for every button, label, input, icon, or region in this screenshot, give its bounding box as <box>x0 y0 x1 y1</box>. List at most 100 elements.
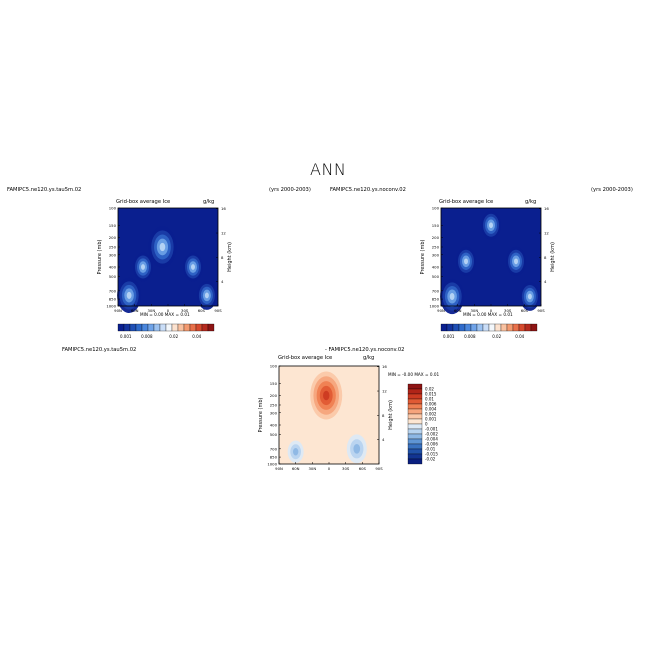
colorbar-swatch <box>446 323 454 332</box>
colorbar-label: 0.001 <box>443 334 455 339</box>
colorbar-label: 0.002 <box>425 411 437 416</box>
colorbar-swatch <box>407 458 423 465</box>
y2-axis-label: Height (km) <box>227 242 233 272</box>
colorbar-label: 0.015 <box>425 391 437 396</box>
colorbar-swatch <box>407 383 423 390</box>
y2-tick-label: 12 <box>544 231 549 236</box>
colorbar-swatch <box>476 323 484 332</box>
right-min-max: MIN = 0.00 MAX = 0.01 <box>463 312 513 317</box>
colorbar-label: 0.04 <box>515 334 524 339</box>
colorbar-swatch <box>159 323 167 332</box>
left-min-max: MIN = 0.00 MAX = 0.01 <box>140 312 190 317</box>
x-tick-label: 90S <box>537 308 545 313</box>
colorbar-label: 0.004 <box>425 406 437 411</box>
y2-tick-label: 16 <box>221 206 226 211</box>
colorbar-label: -0.02 <box>425 456 436 461</box>
x-tick-label: 60N <box>131 308 139 313</box>
contour-feature-2-level-4 <box>514 258 518 265</box>
y-axis-label: Pressure (mb) <box>97 240 103 275</box>
y-tick-label: 500 <box>432 274 440 279</box>
y2-tick-label: 12 <box>382 389 387 394</box>
colorbar-swatch <box>407 413 423 420</box>
colorbar-swatch <box>189 323 197 332</box>
contour-feature-1-level-2 <box>293 448 299 456</box>
colorbar-swatch <box>165 323 173 332</box>
colorbar-swatch <box>117 323 125 332</box>
x-tick-label: 30N <box>147 308 155 313</box>
y-tick-label: 200 <box>432 235 440 240</box>
colorbar-swatch <box>512 323 520 332</box>
colorbar-label: 0.01 <box>425 396 434 401</box>
y-tick-label: 150 <box>109 223 117 228</box>
colorbar-swatch <box>183 323 191 332</box>
colorbar-swatch <box>135 323 143 332</box>
y-tick-label: 850 <box>432 297 440 302</box>
colorbar-label: 0.02 <box>425 386 434 391</box>
contour-feature-0-level-4 <box>159 242 166 252</box>
x-tick-label: 90N <box>437 308 445 313</box>
colorbar-swatch <box>407 443 423 450</box>
y-tick-label: 150 <box>432 223 440 228</box>
x-tick-label: 30N <box>470 308 478 313</box>
colorbar-swatch <box>407 448 423 455</box>
y-tick-label: 400 <box>270 423 278 428</box>
contour-feature-0-level-4 <box>323 390 330 401</box>
contour-feature-3-level-4 <box>449 292 455 301</box>
x-tick-label: 30N <box>308 466 316 471</box>
left-contour-plot: 100 150 200 250 300 400 500 700 850 1000 16 12 8 4 90N… <box>97 206 233 314</box>
y2-tick-label: 8 <box>382 413 385 418</box>
y-tick-label: 1000 <box>429 304 439 309</box>
x-tick-label: 90S <box>214 308 222 313</box>
right-plot-title: Grid-box average Ice <box>439 199 494 205</box>
diff-units: g/kg <box>363 355 375 361</box>
colorbar-swatch <box>407 408 423 415</box>
diff-plot-title: Grid-box average Ice <box>278 355 333 361</box>
right-years: (yrs 2000-2003) <box>591 187 633 193</box>
colorbar-swatch <box>407 393 423 400</box>
y-tick-label: 400 <box>432 265 440 270</box>
colorbar-label: 0.02 <box>492 334 501 339</box>
left-case-label: FAMIPC5.ne120.ys.tau5m.02 <box>7 187 82 193</box>
colorbar-swatch <box>494 323 502 332</box>
x-tick-label: 60S <box>521 308 529 313</box>
colorbar-label: 0.001 <box>120 334 132 339</box>
x-tick-label: 30S <box>504 308 512 313</box>
contour-feature-4-level-4 <box>527 293 532 300</box>
y-tick-label: 1000 <box>267 462 277 467</box>
colorbar-swatch <box>458 323 466 332</box>
y-tick-label: 500 <box>270 432 278 437</box>
colorbar-swatch <box>147 323 155 332</box>
y-tick-label: 400 <box>109 265 117 270</box>
colorbar-label: -0.006 <box>425 441 438 446</box>
y-tick-label: 300 <box>432 252 440 257</box>
colorbar-swatch <box>177 323 185 332</box>
colorbar-label: -0.002 <box>425 431 438 436</box>
y-tick-label: 850 <box>109 297 117 302</box>
diff-case-label: FAMIPC5.ne120.ys.tau5m.02 <box>62 347 137 353</box>
y-axis-label: Pressure (mb) <box>258 398 264 433</box>
y-tick-label: 250 <box>270 402 278 407</box>
colorbar-swatch <box>407 423 423 430</box>
colorbar-swatch <box>201 323 209 332</box>
y-tick-label: 700 <box>109 288 117 293</box>
y-tick-label: 700 <box>270 446 278 451</box>
x-tick-label: 30S <box>342 466 350 471</box>
left-years: (yrs 2000-2003) <box>269 187 311 193</box>
left-plot-title: Grid-box average Ice <box>116 199 171 205</box>
contour-feature-4-level-4 <box>204 292 209 299</box>
colorbar-swatch <box>195 323 203 332</box>
y-tick-label: 200 <box>109 235 117 240</box>
contour-feature-0-level-4 <box>489 222 493 229</box>
y2-tick-label: 16 <box>382 364 387 369</box>
colorbar-swatch <box>407 398 423 405</box>
colorbar-swatch <box>123 323 131 332</box>
colorbar-swatch <box>488 323 496 332</box>
contour-feature-2-level-2 <box>353 444 361 454</box>
y-tick-label: 100 <box>109 206 117 211</box>
contour-feature-1-level-4 <box>141 264 145 270</box>
colorbar-swatch <box>407 433 423 440</box>
y2-axis-label: Height (km) <box>550 242 556 272</box>
page-title: ANN <box>310 160 347 179</box>
x-tick-label: 0 <box>328 466 331 471</box>
y-tick-label: 250 <box>109 244 117 249</box>
